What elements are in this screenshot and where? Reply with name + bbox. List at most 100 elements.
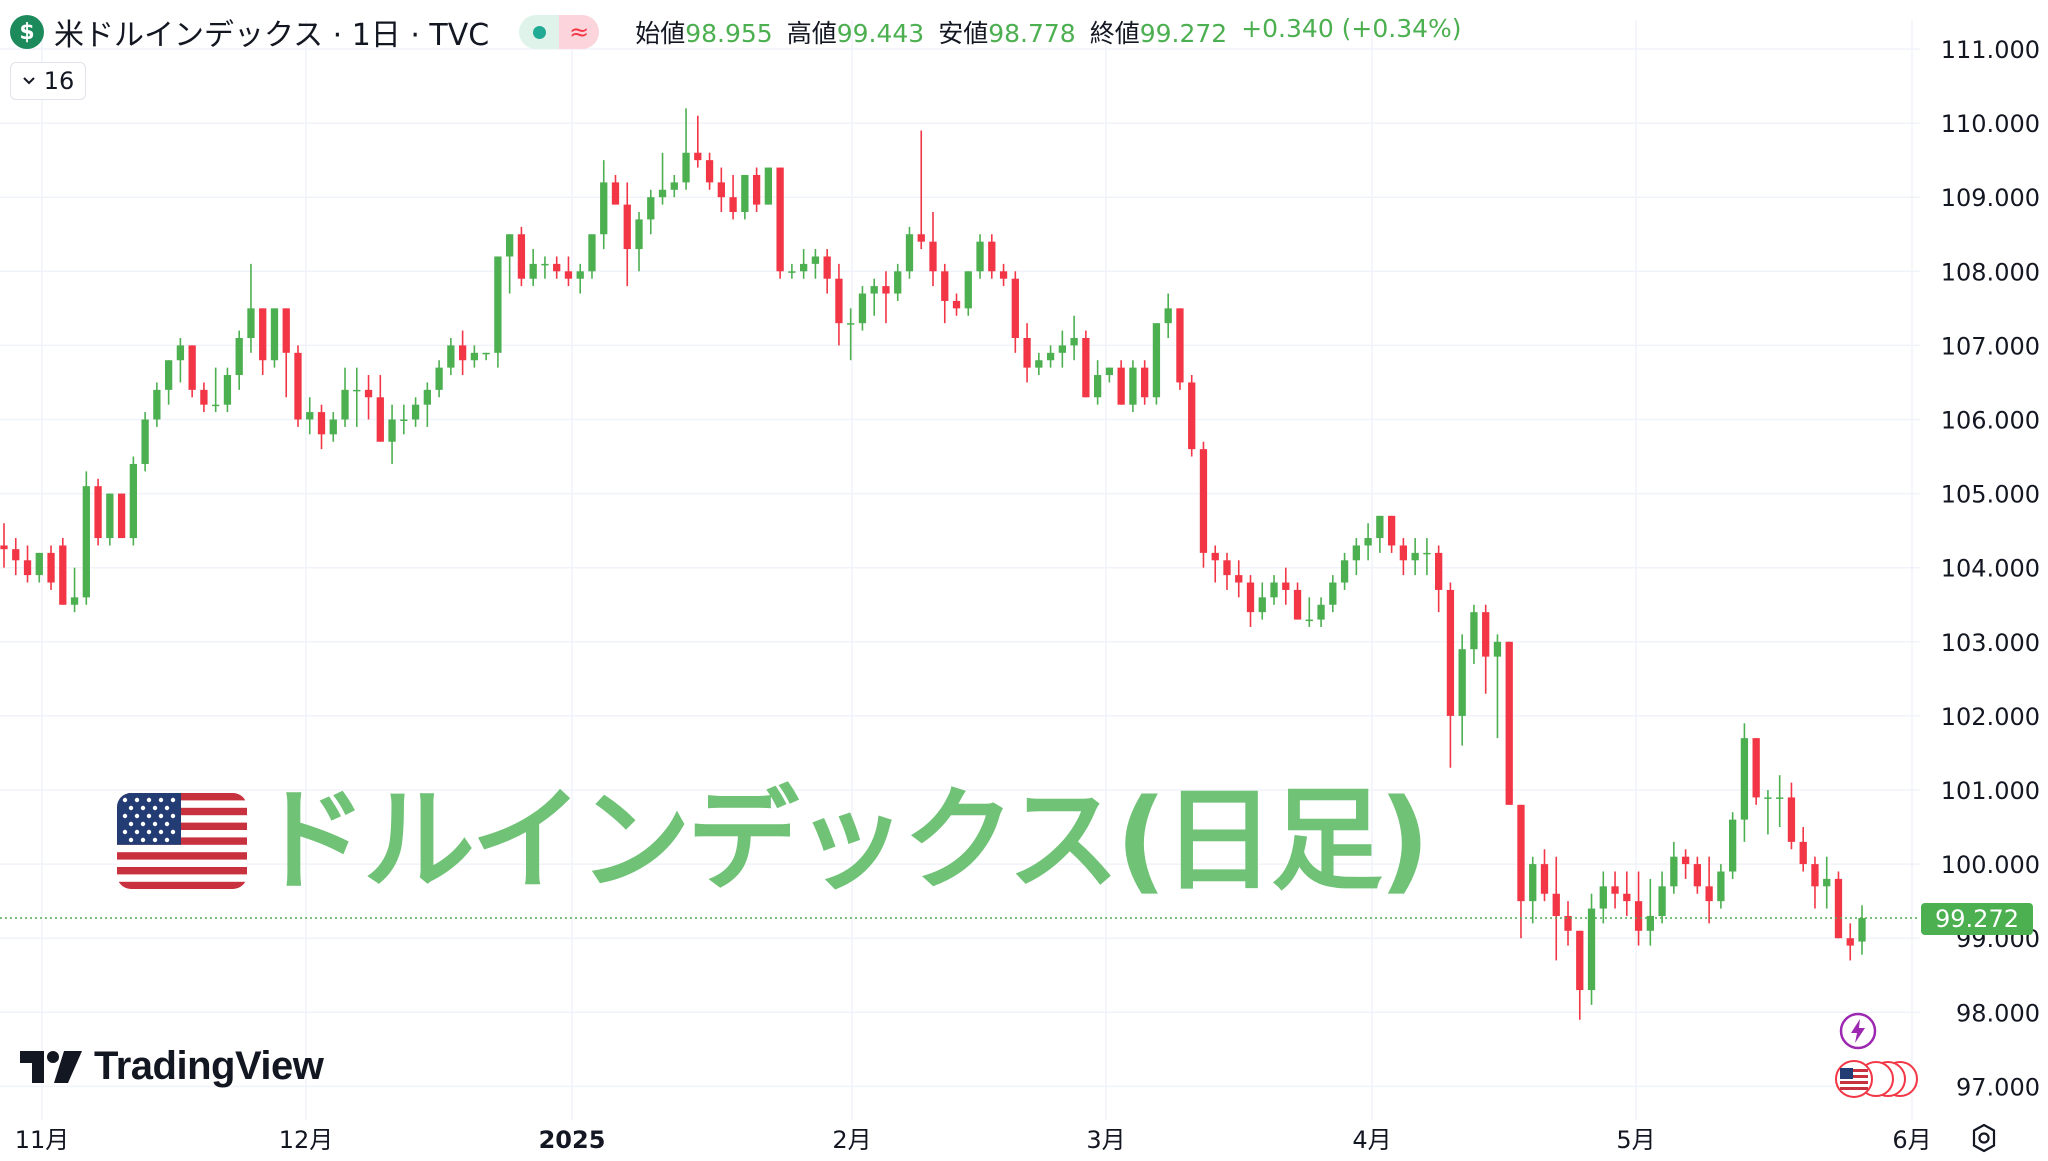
candle-up — [1458, 634, 1466, 746]
candle-up — [1470, 604, 1478, 665]
candle-down — [1564, 901, 1572, 946]
economic-events-badges[interactable] — [1834, 1059, 1918, 1099]
candle-body — [247, 308, 255, 338]
candle-up — [1587, 893, 1596, 1005]
candle-body — [1035, 360, 1043, 368]
candle-down — [458, 330, 467, 376]
candle-body — [423, 389, 431, 405]
candle-body — [1740, 738, 1749, 820]
candle-down — [1623, 871, 1631, 916]
candle-down — [1435, 545, 1443, 613]
candle-down — [1399, 538, 1408, 576]
candle-body — [1305, 619, 1313, 622]
us-event-flag-icon — [1835, 1060, 1918, 1098]
candle-down — [611, 174, 620, 205]
gear-icon[interactable] — [1968, 1122, 2000, 1154]
x-tick-label: 3月 — [1086, 1126, 1125, 1154]
candle-up — [1658, 871, 1666, 924]
price-axis[interactable]: 111.000 110.000 109.000 108.000 107.000 106.0… — [1941, 36, 2040, 1101]
candle-body — [952, 300, 961, 309]
candle-body — [1540, 864, 1549, 894]
candle-body — [600, 182, 608, 235]
candle-down — [941, 263, 949, 324]
time-axis[interactable]: 11月 12月 2025 2月 3月 4月 5月 6月 — [15, 1126, 1932, 1154]
candle-body — [188, 345, 196, 390]
candle-body — [611, 182, 620, 205]
candle-up — [306, 397, 314, 435]
dollar-icon[interactable]: $ — [10, 15, 44, 49]
candle-body — [1058, 345, 1066, 353]
y-tick-label: 101.000 — [1941, 777, 2040, 805]
candle-down — [1023, 323, 1031, 383]
indicators-toggle-button[interactable]: 16 — [10, 62, 86, 100]
candle-body — [905, 234, 914, 272]
candle-body — [941, 271, 949, 301]
candle-up — [858, 286, 867, 331]
candle-up — [35, 552, 43, 583]
candle-up — [529, 249, 537, 287]
candle-up — [447, 337, 455, 376]
candle-body — [1846, 938, 1854, 946]
candle-up — [1823, 856, 1831, 909]
candle-up — [1599, 871, 1607, 924]
candle-down — [1505, 641, 1513, 805]
candle-down — [1446, 582, 1455, 768]
candle-up — [764, 167, 773, 205]
tradingview-logo[interactable]: TradingView — [20, 1044, 324, 1089]
candle-body — [235, 337, 243, 376]
candle-up — [329, 412, 337, 442]
candle-down — [0, 523, 8, 568]
candle-body — [847, 323, 855, 325]
candle-down — [1705, 856, 1713, 924]
last-price-label: 99.272 — [1921, 903, 2033, 935]
candle-down — [1211, 545, 1219, 583]
market-status-pill[interactable]: ≈ — [519, 15, 600, 49]
candle-body — [506, 234, 514, 257]
candle-down — [59, 538, 67, 605]
y-tick-label: 106.000 — [1941, 407, 2040, 435]
x-tick-label: 4月 — [1352, 1126, 1391, 1154]
candle-body — [1646, 915, 1654, 931]
candle-down — [988, 234, 996, 279]
symbol-title[interactable]: 米ドルインデックス · 1日 · TVC — [54, 18, 490, 53]
candle-up — [894, 263, 902, 301]
candle-up — [1411, 538, 1419, 576]
candle-down — [1293, 582, 1302, 620]
candle-up — [247, 263, 255, 353]
candle-body — [1811, 864, 1819, 887]
candle-body — [529, 263, 537, 279]
candle-down — [917, 130, 925, 250]
ohlc-legend: 始値98.955 高値99.443 安値98.778 終値99.272 +0.3… — [635, 14, 1461, 50]
lightning-icon[interactable] — [1838, 1011, 1878, 1051]
candle-down — [282, 308, 290, 398]
y-tick-label: 108.000 — [1941, 258, 2040, 286]
candle-up — [1093, 360, 1102, 405]
candle-body — [1387, 515, 1396, 546]
y-tick-label: 107.000 — [1941, 332, 2040, 360]
candle-body — [1611, 886, 1619, 894]
candle-down — [12, 538, 20, 576]
candle-body — [1670, 856, 1678, 887]
candle-body — [752, 174, 761, 205]
candle-down — [752, 167, 761, 213]
candle-up — [1129, 360, 1137, 413]
candle-up — [1376, 515, 1384, 553]
candle-body — [1211, 552, 1219, 561]
candle-body — [682, 152, 690, 183]
candle-up — [670, 174, 678, 198]
candle-body — [1293, 589, 1302, 620]
candle-body — [964, 271, 972, 309]
candle-down — [200, 382, 208, 413]
candle-up — [1164, 293, 1172, 338]
candle-up — [1317, 597, 1325, 627]
candle-body — [1258, 597, 1266, 613]
candle-body — [999, 271, 1008, 279]
candle-down — [564, 256, 573, 287]
candle-body — [1376, 515, 1384, 539]
candle-body — [494, 256, 502, 353]
candle-up — [1858, 905, 1866, 955]
candle-up — [1670, 841, 1678, 894]
candle-body — [129, 463, 137, 539]
candle-down — [623, 182, 631, 287]
